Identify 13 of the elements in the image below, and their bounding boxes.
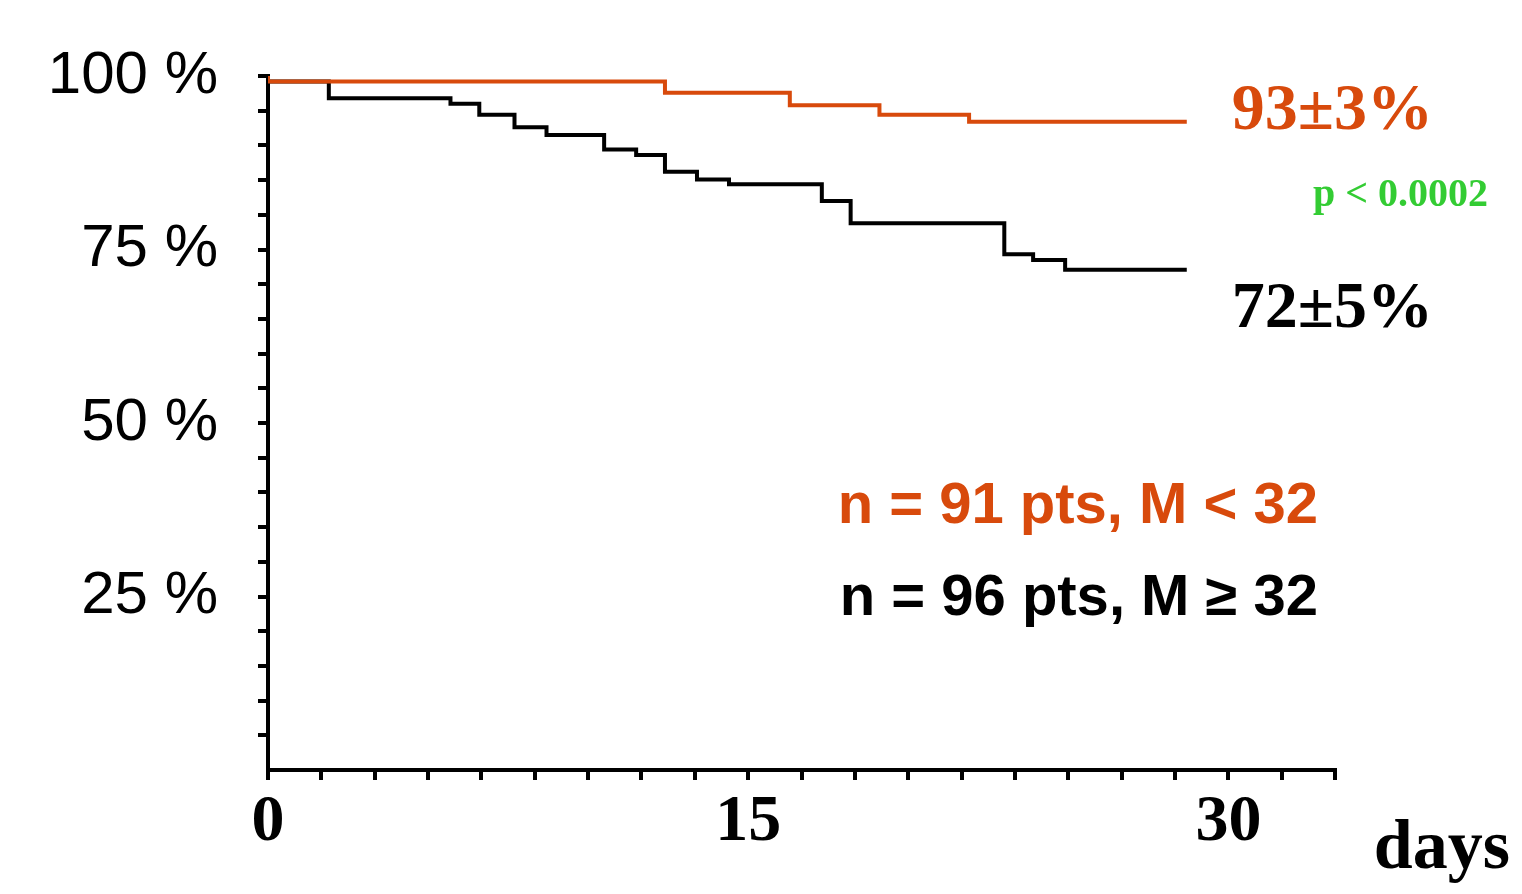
annotation: 72±5% <box>1231 267 1434 341</box>
y-tick-label: 25 % <box>81 559 218 627</box>
x-axis-title: days <box>1373 806 1510 884</box>
text: n = 96 pts, M ≥ 32 <box>839 562 1318 627</box>
y-tick-label: 75 % <box>81 212 218 280</box>
x-tick-label: 30 <box>1195 780 1262 854</box>
y-tick-label: 100 % <box>47 38 218 106</box>
annotation: p < 0.0002 <box>1312 170 1488 216</box>
text: n = 91 pts, M < 32 <box>837 470 1318 535</box>
x-tick-label: 15 <box>715 780 782 854</box>
annotation: 93±3% <box>1231 69 1434 143</box>
x-tick-label: 0 <box>251 780 285 854</box>
y-tick-label: 50 % <box>81 385 218 453</box>
